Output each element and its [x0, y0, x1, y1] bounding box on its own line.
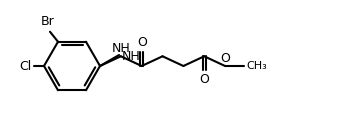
Text: Br: Br	[41, 15, 55, 28]
Text: NH: NH	[122, 51, 141, 63]
Text: NH: NH	[111, 42, 130, 55]
Text: O: O	[199, 73, 209, 86]
Text: CH₃: CH₃	[246, 61, 267, 71]
Text: O: O	[137, 36, 147, 49]
Text: Cl: Cl	[20, 59, 32, 72]
Text: O: O	[220, 52, 230, 65]
